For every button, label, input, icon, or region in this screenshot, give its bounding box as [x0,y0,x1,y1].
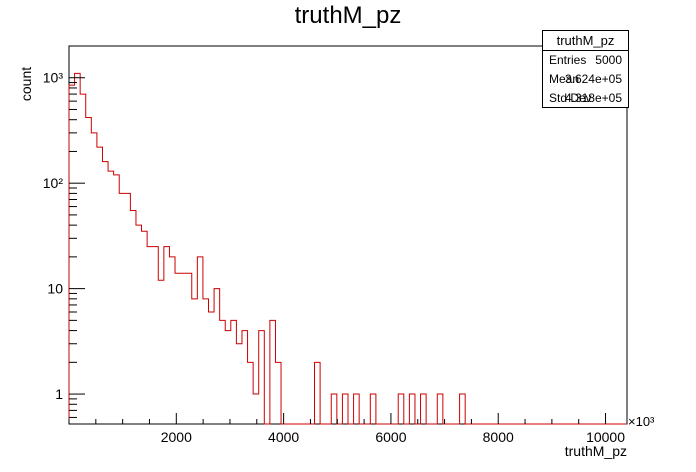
stats-label: Entries [549,53,587,67]
stats-value: 4.318e+05 [564,91,622,105]
x-tick-label: 10000 [586,429,625,445]
y-tick-label: 10³ [43,70,64,86]
stats-box: truthM_pz Entries 5000 Mean 3.624e+05 St… [542,30,629,108]
y-axis-label: count [18,67,34,101]
stats-box-title: truthM_pz [543,31,628,51]
stats-value: 3.624e+05 [564,72,622,86]
stats-value: 5000 [595,53,622,67]
y-tick-label: 10² [43,175,64,191]
stats-row-entries: Entries 5000 [543,51,628,70]
stats-row-stddev: Std Dev 4.318e+05 [543,89,628,108]
histogram-series [68,72,627,425]
x-tick-label: 8000 [483,429,514,445]
x-tick-label: 2000 [161,429,192,445]
stats-label: Std Dev [549,91,592,105]
x-axis-multiplier: ×10³ [628,414,655,429]
chart-title: truthM_pz [294,2,402,29]
x-tick-label: 6000 [375,429,406,445]
stats-label: Mean [549,72,580,86]
x-axis-label: truthM_pz [565,443,627,459]
stats-row-mean: Mean 3.624e+05 [543,70,628,89]
y-tick-label: 10 [47,281,63,297]
y-tick-label: 1 [55,386,63,402]
x-tick-label: 4000 [268,429,299,445]
